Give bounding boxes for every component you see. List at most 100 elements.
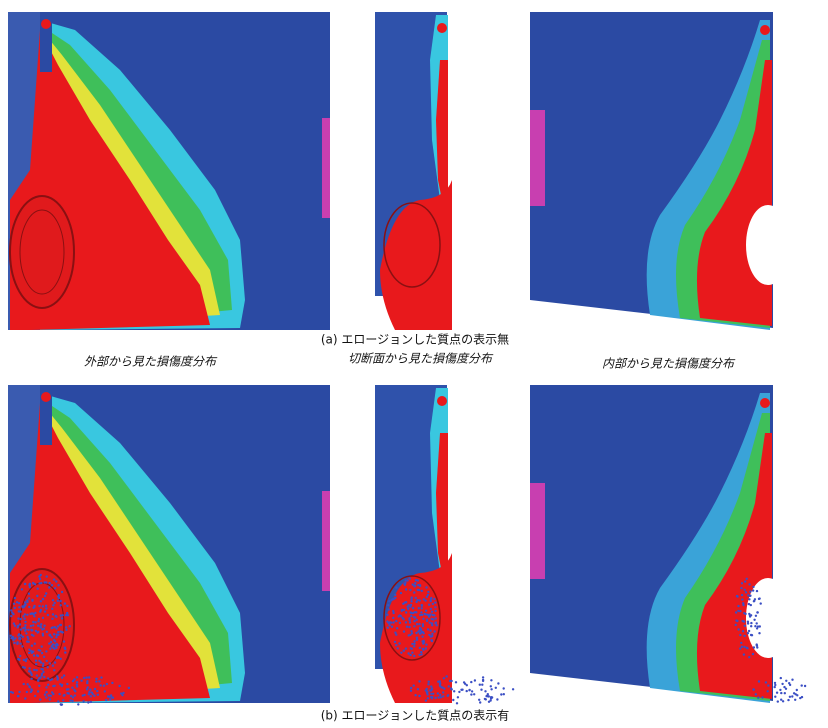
particle	[39, 578, 41, 580]
particle	[31, 674, 33, 676]
particle	[40, 609, 42, 611]
particle	[736, 595, 738, 597]
particle	[31, 629, 33, 631]
particle	[49, 634, 51, 636]
particle	[407, 652, 409, 654]
particle	[426, 620, 428, 622]
particle	[435, 617, 437, 619]
particle	[25, 632, 27, 634]
particle	[64, 651, 66, 653]
particle	[13, 603, 15, 605]
particle	[785, 680, 787, 682]
particle	[430, 608, 432, 610]
particle	[128, 687, 130, 689]
particle	[67, 614, 69, 616]
particle	[422, 618, 424, 620]
particle	[761, 696, 763, 698]
particle	[41, 628, 43, 630]
particle	[17, 695, 19, 697]
particle	[755, 693, 757, 695]
particle	[409, 654, 411, 656]
particle	[482, 680, 484, 682]
particle	[443, 688, 445, 690]
particle	[90, 695, 92, 697]
particle	[432, 603, 434, 605]
particle	[490, 688, 492, 690]
particle	[395, 586, 397, 588]
particle	[437, 696, 439, 698]
particle	[422, 640, 424, 642]
particle	[65, 629, 67, 631]
particle	[394, 594, 396, 596]
particle	[411, 643, 413, 645]
particle	[434, 697, 436, 699]
particle	[774, 696, 776, 698]
particle	[54, 640, 56, 642]
particle	[399, 622, 401, 624]
particle	[409, 634, 411, 636]
particle	[64, 602, 66, 604]
particle	[406, 626, 408, 628]
particle	[21, 645, 23, 647]
particle	[45, 650, 47, 652]
particle	[804, 685, 806, 687]
particle	[51, 645, 53, 647]
particle	[72, 696, 74, 698]
particle	[409, 589, 411, 591]
particle	[750, 634, 752, 636]
particle	[413, 643, 415, 645]
particle	[413, 655, 415, 657]
particle	[82, 694, 84, 696]
particle	[740, 587, 742, 589]
particle	[93, 695, 95, 697]
particle	[410, 690, 412, 692]
particle	[418, 607, 420, 609]
particle	[754, 598, 756, 600]
particle	[10, 615, 12, 617]
particle	[109, 698, 111, 700]
particle	[105, 699, 107, 701]
particle	[788, 682, 790, 684]
particle	[746, 578, 748, 580]
particle	[412, 607, 414, 609]
particle	[413, 645, 415, 647]
particle	[92, 693, 94, 695]
panels-row-a	[8, 12, 790, 330]
particle	[450, 687, 452, 689]
particle	[748, 630, 750, 632]
particle	[51, 636, 53, 638]
particle	[37, 588, 39, 590]
particle	[423, 598, 425, 600]
particle	[55, 615, 57, 617]
particle	[46, 631, 48, 633]
particle	[409, 577, 411, 579]
particle	[71, 687, 73, 689]
particle	[481, 684, 483, 686]
particle	[419, 599, 421, 601]
particle	[38, 618, 40, 620]
particle	[442, 695, 444, 697]
particle	[466, 690, 468, 692]
particle	[780, 677, 782, 679]
particle	[27, 629, 29, 631]
particle	[434, 601, 436, 603]
particle	[51, 608, 53, 610]
particle	[489, 699, 491, 701]
particle	[742, 604, 744, 606]
particle	[794, 699, 796, 701]
particle	[48, 582, 50, 584]
particle	[387, 604, 389, 606]
particle	[94, 688, 96, 690]
particle	[60, 658, 62, 660]
particle	[396, 627, 398, 629]
particle	[14, 607, 16, 609]
particle	[409, 621, 411, 623]
particle	[389, 621, 391, 623]
particle	[41, 674, 43, 676]
particle	[779, 689, 781, 691]
particle	[735, 624, 737, 626]
particle	[793, 692, 795, 694]
particle	[413, 684, 415, 686]
particle	[49, 698, 51, 700]
particle	[112, 697, 114, 699]
